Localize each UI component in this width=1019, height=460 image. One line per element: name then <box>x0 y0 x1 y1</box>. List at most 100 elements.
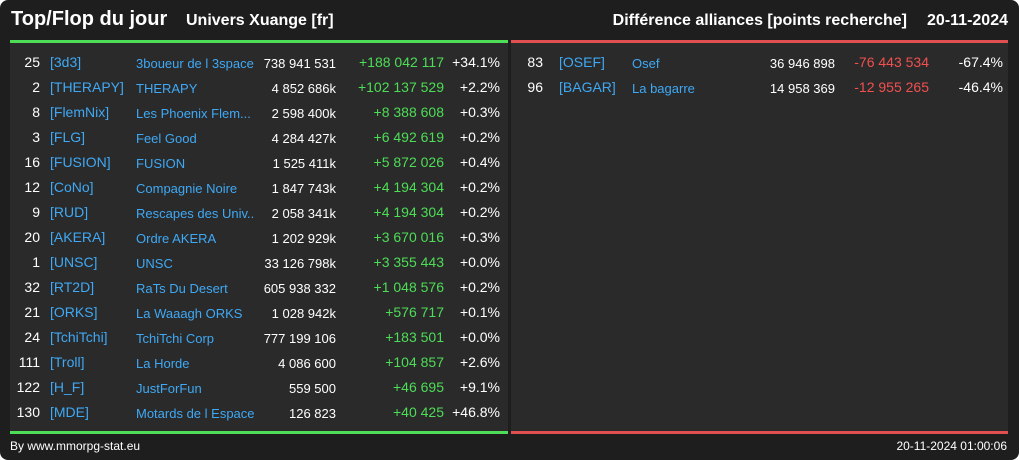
table-row: 16 [FUSION] FUSION 1 525 411k +5 872 026 +0.4… <box>10 151 508 176</box>
table-row: 25 [3d3] 3boueur de l 3space 738 941 531 +18… <box>10 51 508 76</box>
server-name: Univers Xuange [fr] <box>186 12 334 29</box>
credit-link[interactable]: By www.mmorpg-stat.eu <box>10 439 141 453</box>
alliance-rank: 24 <box>24 329 40 345</box>
alliance-tag-link[interactable]: [FUSION] <box>50 154 111 170</box>
alliance-rank: 1 <box>32 254 40 270</box>
alliance-tag-link[interactable]: [FLG] <box>50 129 86 145</box>
points-difference: +1 048 576 <box>373 279 444 295</box>
points-difference: -76 443 534 <box>854 54 929 70</box>
table-row: 12 [CoNo] Compagnie Noire 1 847 743k +4 194 … <box>10 176 508 201</box>
points-difference: +188 042 117 <box>359 54 444 70</box>
table-row: 122 [H_F] JustForFun 559 500 +46 695 +9.1% <box>10 376 508 401</box>
alliance-name-link[interactable]: Les Phoenix Flem... <box>136 106 251 121</box>
top-list: 25 [3d3] 3boueur de l 3space 738 941 531 +18… <box>10 51 508 426</box>
alliance-points: 126 823 <box>289 406 336 421</box>
table-row: 20 [AKERA] Ordre AKERA 1 202 929k +3 670 016… <box>10 226 508 251</box>
alliance-name-link[interactable]: Ordre AKERA <box>136 231 217 246</box>
alliance-points: 1 847 743k <box>271 181 336 196</box>
alliance-name-link[interactable]: Compagnie Noire <box>136 181 238 196</box>
points-difference: +6 492 619 <box>373 129 444 145</box>
alliance-points: 2 058 341k <box>271 206 336 221</box>
alliance-rank: 122 <box>16 379 40 395</box>
percent-change: +0.3% <box>459 229 500 245</box>
header: Top/Flop du jour Univers Xuange [fr] Dif… <box>0 0 1019 40</box>
alliance-name-link[interactable]: La bagarre <box>632 81 695 96</box>
alliance-name-link[interactable]: JustForFun <box>136 381 202 396</box>
alliance-points: 1 525 411k <box>272 156 336 171</box>
alliance-rank: 3 <box>32 129 40 145</box>
alliance-rank: 16 <box>24 154 40 170</box>
alliance-name-link[interactable]: Rescapes des Univ... <box>136 206 254 221</box>
page-title: Top/Flop du jour <box>11 8 168 30</box>
alliance-name-link[interactable]: 3boueur de l 3space <box>136 56 254 71</box>
points-difference: +4 194 304 <box>373 179 444 195</box>
percent-change: +0.2% <box>459 129 500 145</box>
alliance-tag-link[interactable]: [3d3] <box>50 54 82 70</box>
alliance-rank: 8 <box>32 104 40 120</box>
table-row: 1 [UNSC] UNSC 33 126 798k +3 355 443 +0.0% <box>10 251 508 276</box>
alliance-rank: 32 <box>24 279 40 295</box>
points-difference: +102 137 529 <box>357 79 444 95</box>
alliance-name-link[interactable]: La Waaagh ORKS <box>136 306 243 321</box>
alliance-tag-link[interactable]: [THERAPY] <box>50 79 124 95</box>
alliance-name-link[interactable]: Osef <box>632 56 660 71</box>
alliance-name-link[interactable]: RaTs Du Desert <box>136 281 228 296</box>
percent-change: +0.0% <box>459 329 500 345</box>
alliance-tag-link[interactable]: [ORKS] <box>50 304 98 320</box>
alliance-tag-link[interactable]: [OSEF] <box>559 54 605 70</box>
alliance-tag-link[interactable]: [RT2D] <box>50 279 95 295</box>
table-row: 111 [Troll] La Horde 4 086 600 +104 857 +2.6% <box>10 351 508 376</box>
alliance-name-link[interactable]: Motards de l Espace <box>136 406 254 421</box>
percent-change: +0.2% <box>459 204 500 220</box>
points-difference: +40 425 <box>393 404 444 420</box>
alliance-tag-link[interactable]: [RUD] <box>50 204 89 220</box>
points-difference: -12 955 265 <box>854 79 929 95</box>
report-date: 20-11-2024 <box>927 12 1008 29</box>
alliance-points: 36 946 898 <box>769 56 835 71</box>
top-panel: 25 [3d3] 3boueur de l 3space 738 941 531 +18… <box>10 40 508 434</box>
points-difference: +3 355 443 <box>373 254 444 270</box>
percent-change: +2.2% <box>459 79 500 95</box>
table-row: 3 [FLG] Feel Good 4 284 427k +6 492 619 +0.2% <box>10 126 508 151</box>
percent-change: +34.1% <box>452 54 500 70</box>
alliance-points: 2 598 400k <box>271 106 336 121</box>
percent-change: +0.4% <box>459 154 500 170</box>
alliance-name-link[interactable]: THERAPY <box>136 81 198 96</box>
alliance-tag-link[interactable]: [H_F] <box>50 379 85 395</box>
alliance-rank: 83 <box>527 54 543 70</box>
table-row: 24 [TchiTchi] TchiTchi Corp 777 199 106 +183… <box>10 326 508 351</box>
alliance-points: 1 028 942k <box>271 306 336 321</box>
alliance-name-link[interactable]: La Horde <box>136 356 190 371</box>
alliance-points: 605 938 332 <box>263 281 336 296</box>
alliance-rank: 130 <box>16 404 40 420</box>
points-difference: +46 695 <box>393 379 444 395</box>
alliance-tag-link[interactable]: [MDE] <box>50 404 89 420</box>
alliance-name-link[interactable]: UNSC <box>136 256 173 271</box>
percent-change: +46.8% <box>452 404 500 420</box>
points-difference: +104 857 <box>385 354 444 370</box>
table-row: 96 [BAGAR] La bagarre 14 958 369 -12 955 265… <box>511 76 1008 101</box>
alliance-tag-link[interactable]: [FlemNix] <box>50 104 110 120</box>
alliance-rank: 20 <box>24 229 40 245</box>
alliance-points: 4 284 427k <box>271 131 336 146</box>
table-row: 2 [THERAPY] THERAPY 4 852 686k +102 137 529 +… <box>10 76 508 101</box>
percent-change: -46.4% <box>958 79 1003 95</box>
alliance-tag-link[interactable]: [TchiTchi] <box>50 329 108 345</box>
footer: By www.mmorpg-stat.eu 20-11-2024 01:00:0… <box>0 436 1019 458</box>
alliance-tag-link[interactable]: [CoNo] <box>50 179 94 195</box>
ranking-subtitle: Différence alliances [points recherche] <box>612 12 907 29</box>
alliance-points: 777 199 106 <box>263 331 336 346</box>
alliance-name-link[interactable]: TchiTchi Corp <box>136 331 215 346</box>
points-difference: +576 717 <box>385 304 444 320</box>
alliance-tag-link[interactable]: [Troll] <box>50 354 85 370</box>
alliance-points: 1 202 929k <box>271 231 336 246</box>
alliance-tag-link[interactable]: [BAGAR] <box>559 79 616 95</box>
percent-change: +0.1% <box>459 304 500 320</box>
alliance-tag-link[interactable]: [AKERA] <box>50 229 106 245</box>
percent-change: +0.2% <box>459 279 500 295</box>
alliance-name-link[interactable]: FUSION <box>136 156 186 171</box>
alliance-tag-link[interactable]: [UNSC] <box>50 254 98 270</box>
alliance-name-link[interactable]: Feel Good <box>136 131 197 146</box>
table-row: 130 [MDE] Motards de l Espace 126 823 +40 42… <box>10 401 508 426</box>
